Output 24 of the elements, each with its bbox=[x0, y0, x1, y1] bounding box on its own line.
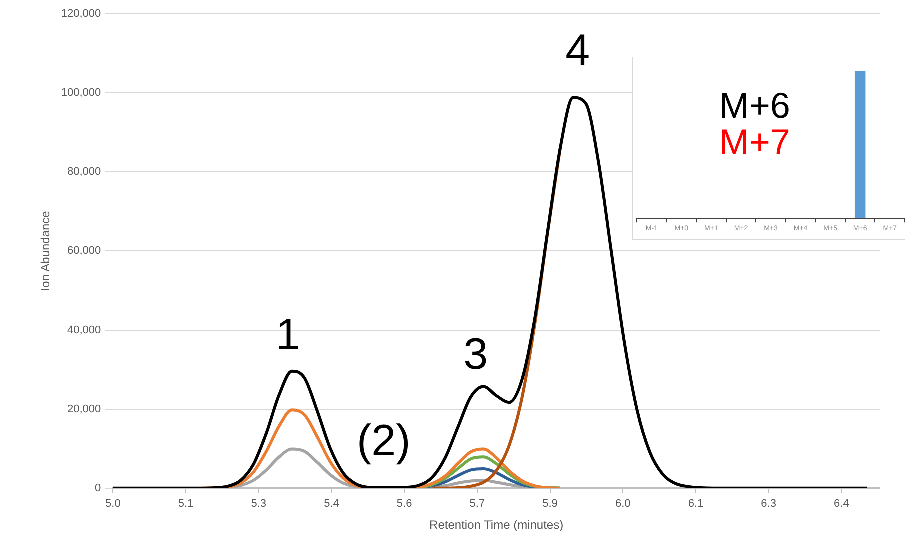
x-tick-label: 5.1 bbox=[178, 498, 194, 510]
y-tick-label: 40,000 bbox=[68, 324, 102, 336]
x-tick-label: 6.0 bbox=[615, 498, 631, 510]
x-tick-label: 5.6 bbox=[396, 498, 412, 510]
x-tick-label: 6.1 bbox=[688, 498, 704, 510]
annotation: 4 bbox=[566, 26, 590, 76]
x-tick-label: 6.4 bbox=[834, 498, 850, 510]
x-tick-label: 5.9 bbox=[542, 498, 558, 510]
y-tick-label: 100,000 bbox=[61, 87, 102, 100]
x-tick-label: 5.4 bbox=[324, 498, 340, 510]
annotation: 3 bbox=[464, 330, 488, 380]
annotation: (2) bbox=[356, 416, 411, 466]
x-tick-label: 5.0 bbox=[106, 498, 121, 510]
x-tick-label: 5.7 bbox=[470, 498, 486, 510]
y-tick-label: 0 bbox=[95, 482, 102, 494]
x-tick-label: 5.3 bbox=[251, 498, 267, 510]
annotation: 1 bbox=[276, 310, 300, 360]
y-axis-title: Ion Abundance bbox=[38, 210, 53, 292]
x-axis-title: Retention Time (minutes) bbox=[430, 518, 564, 532]
x-tick-label: 6.3 bbox=[761, 498, 776, 510]
y-tick-label: 60,000 bbox=[68, 245, 102, 258]
y-tick-label: 80,000 bbox=[68, 166, 102, 178]
y-tick-label: 120,000 bbox=[61, 8, 102, 20]
y-tick-label: 20,000 bbox=[68, 403, 102, 416]
